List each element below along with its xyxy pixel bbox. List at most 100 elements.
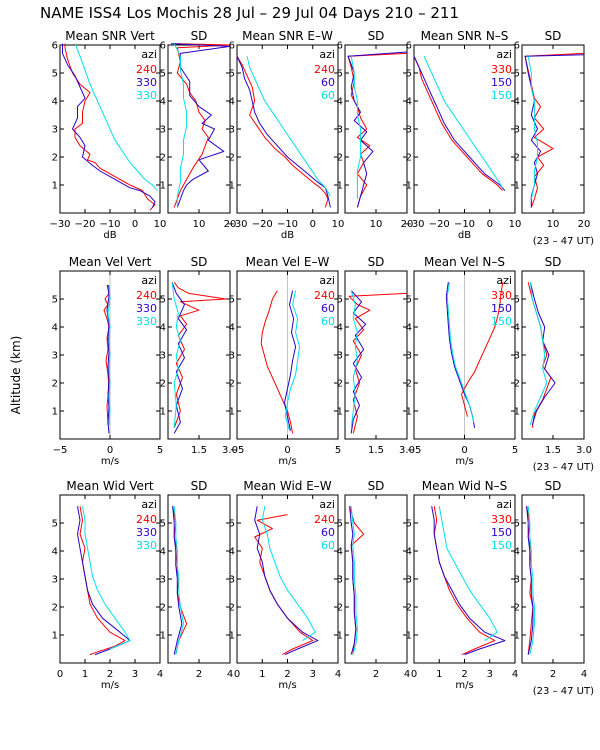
- series-line: [246, 56, 331, 197]
- y-tick-label: 5: [160, 519, 166, 530]
- y-tick-label: 5: [406, 519, 412, 530]
- y-tick-label: 4: [160, 323, 166, 334]
- series-line: [350, 506, 358, 655]
- y-tick-label: 3: [52, 125, 58, 136]
- y-tick-label: 3: [337, 351, 343, 362]
- y-tick-label: 5: [337, 69, 343, 80]
- y-tick-label: 5: [229, 519, 235, 530]
- y-tick-label: 4: [514, 323, 520, 334]
- panel: SD 1 2 3 4 5 2 4: [514, 479, 588, 680]
- y-tick-label: 3: [229, 575, 235, 586]
- x-tick-label: 5: [335, 445, 341, 456]
- y-tick-label: 1: [160, 631, 166, 642]
- series-line: [236, 55, 331, 208]
- legend-entry: 240: [136, 513, 157, 526]
- legend-entry: 330: [491, 63, 512, 76]
- series-line: [348, 292, 408, 434]
- plot-frame: [167, 270, 231, 440]
- legend-entry: 330: [136, 539, 157, 552]
- series-line: [284, 290, 297, 431]
- series-line: [79, 506, 126, 656]
- panel-title: Mean SNR E–W: [242, 29, 333, 43]
- y-tick-label: 4: [229, 323, 235, 334]
- y-tick-label: 5: [160, 295, 166, 306]
- legend-header: azi: [496, 498, 512, 511]
- y-tick-label: 5: [160, 69, 166, 80]
- y-tick-label: 3: [52, 575, 58, 586]
- series-line: [446, 282, 475, 423]
- y-tick-label: 6: [337, 41, 343, 52]
- panel: SD 1 2 3 4 5 6 10 20: [337, 29, 414, 230]
- series-line: [347, 51, 408, 208]
- legend-entry: 150: [491, 539, 512, 552]
- legend-entry: 240: [314, 513, 335, 526]
- series-line: [413, 55, 503, 191]
- x-tick-label: 2: [550, 669, 556, 680]
- x-tick-label: 2: [196, 669, 202, 680]
- series-line: [524, 54, 585, 208]
- y-tick-label: 3: [229, 351, 235, 362]
- y-tick-label: 1: [160, 407, 166, 418]
- x-tick-label: −5: [53, 445, 68, 456]
- x-tick-label: 10: [332, 219, 345, 230]
- y-tick-label: 2: [514, 379, 520, 390]
- series-line: [260, 290, 294, 434]
- x-tick-label: 4: [512, 669, 518, 680]
- y-tick-label: 1: [337, 631, 343, 642]
- series-line: [527, 506, 535, 655]
- panel: SD 1 2 3 4 5 2 4: [337, 479, 411, 680]
- x-tick-label: 20: [224, 219, 237, 230]
- panel-title: SD: [368, 255, 385, 269]
- x-axis-label: dB: [458, 230, 471, 241]
- y-tick-label: 3: [406, 125, 412, 136]
- series-line: [524, 52, 585, 208]
- x-tick-label: −20: [252, 219, 273, 230]
- x-tick-label: 1: [436, 669, 442, 680]
- series-line: [107, 284, 111, 426]
- y-tick-label: 5: [337, 295, 343, 306]
- y-tick-label: 2: [229, 379, 235, 390]
- y-tick-label: 5: [52, 69, 58, 80]
- x-tick-label: 3: [310, 669, 316, 680]
- y-tick-label: 4: [229, 97, 235, 108]
- y-tick-label: 4: [406, 547, 412, 558]
- x-tick-label: 2: [284, 669, 290, 680]
- y-tick-label: 5: [406, 69, 412, 80]
- x-tick-label: 4: [581, 669, 587, 680]
- legend-entry: 330: [136, 526, 157, 539]
- panel-title: Mean Vel N–S: [424, 255, 505, 269]
- y-tick-label: 5: [514, 69, 520, 80]
- x-tick-label: −10: [454, 219, 475, 230]
- panel-title: SD: [545, 479, 562, 493]
- legend-entry: 240: [136, 289, 157, 302]
- panel-title: SD: [545, 255, 562, 269]
- x-axis-label: m/s: [455, 456, 473, 467]
- y-tick-label: 1: [229, 181, 235, 192]
- y-tick-label: 5: [52, 519, 58, 530]
- y-tick-label: 1: [52, 181, 58, 192]
- figure-title: NAME ISS4 Los Mochis 28 Jul – 29 Jul 04 …: [40, 4, 459, 22]
- panel: SD 1 2 3 4 5 1.5 3.0: [514, 255, 592, 456]
- x-tick-label: −10: [277, 219, 298, 230]
- x-tick-label: 4: [404, 669, 410, 680]
- series-line: [106, 284, 110, 434]
- series-line: [529, 282, 548, 426]
- y-tick-label: 2: [337, 153, 343, 164]
- x-tick-label: 20: [578, 219, 591, 230]
- x-axis-label: m/s: [455, 680, 473, 691]
- y-tick-label: 4: [514, 547, 520, 558]
- y-tick-label: 1: [514, 407, 520, 418]
- panel: SD 1 2 3 4 5 1.5 3.0: [160, 255, 238, 456]
- x-tick-label: 0: [487, 219, 493, 230]
- x-tick-label: 2: [373, 669, 379, 680]
- panel-title: Mean SNR Vert: [65, 29, 155, 43]
- y-tick-label: 1: [52, 407, 58, 418]
- x-tick-label: 0: [234, 669, 240, 680]
- legend-entry: 330: [491, 513, 512, 526]
- y-tick-label: 3: [406, 351, 412, 362]
- series-line: [413, 55, 506, 191]
